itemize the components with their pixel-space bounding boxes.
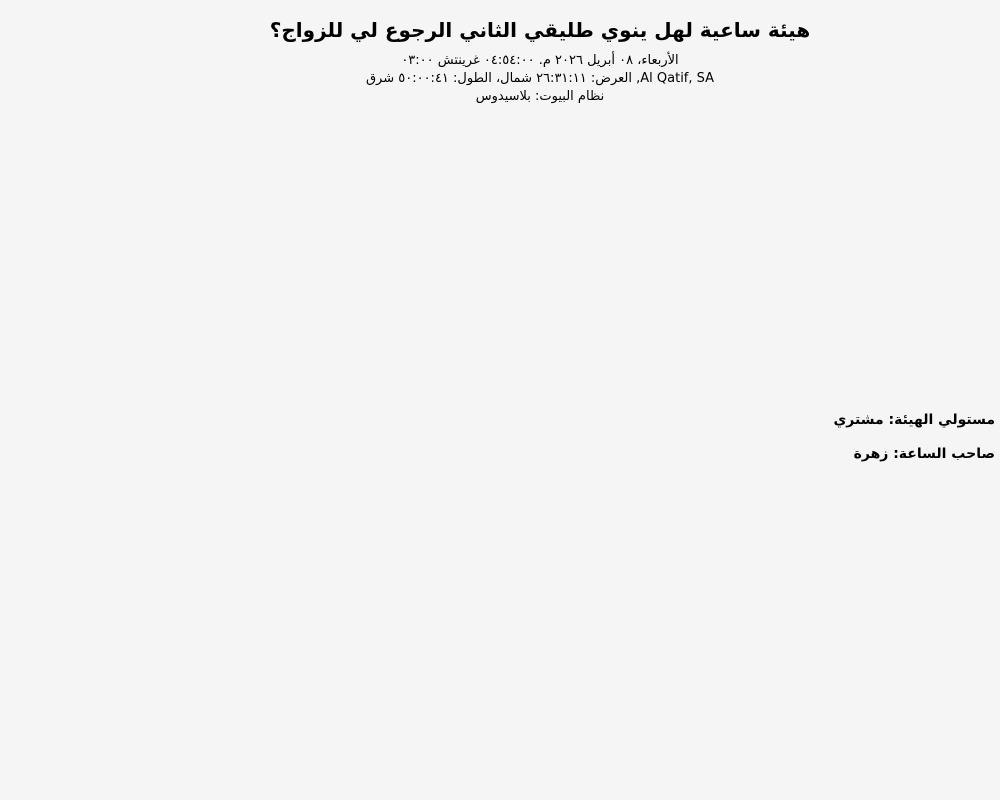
hour-lord-line: صاحب الساعة: زهرة bbox=[853, 446, 995, 462]
date-line: الأربعاء، ٠٨ أبريل ٢٠٢٦ م. ٠٤:٥٤:٠٠ غرين… bbox=[401, 53, 679, 68]
header: هيئة ساعية لهل ينوي طليقي الثاني الرجوع … bbox=[240, 18, 840, 106]
house-system-line: نظام البيوت: بلاسيدوس bbox=[475, 89, 605, 104]
chart-rulers: مستولي الهيئة: مشتري صاحب الساعة: زهرة bbox=[820, 412, 995, 463]
page-title: هيئة ساعية لهل ينوي طليقي الثاني الرجوع … bbox=[269, 18, 811, 42]
location-line: Al Qatif, SA, العرض: ٢٦:٣١:١١ شمال، الطو… bbox=[365, 71, 715, 86]
almuten-line: مستولي الهيئة: مشتري bbox=[833, 412, 995, 428]
